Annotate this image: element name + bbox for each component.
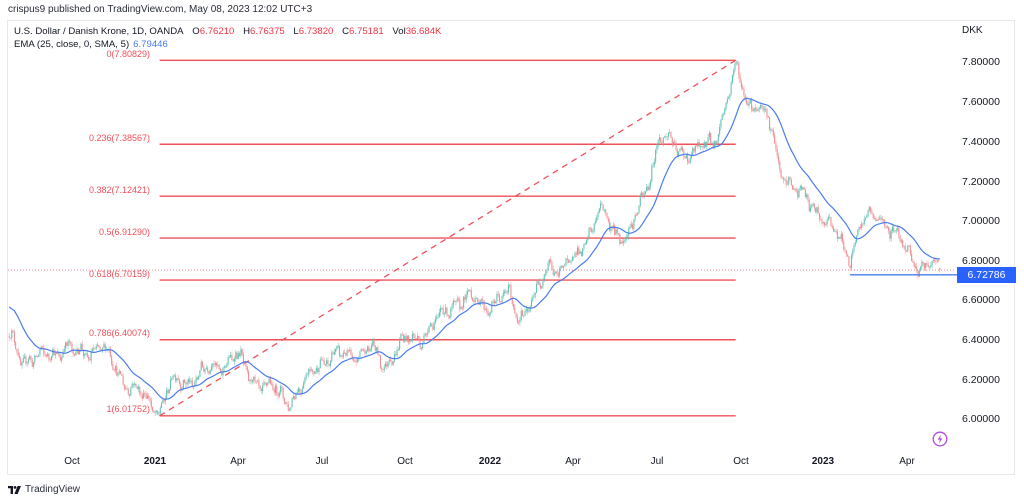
time-tick: Apr — [565, 456, 581, 467]
fib-label-0236: 0.236(7.38567) — [88, 133, 150, 143]
time-tick-year: 2023 — [811, 456, 835, 467]
fib-label-0786: 0.786(6.40074) — [88, 328, 150, 338]
fibonacci-retracement[interactable] — [159, 59, 737, 417]
fib-label-0618: 0.618(6.70159) — [88, 269, 150, 279]
price-tick: 7.80000 — [962, 56, 1000, 68]
tradingview-logo[interactable]: TradingView — [8, 484, 80, 495]
publisher-caption: crispus9 published on TradingView.com, M… — [8, 4, 313, 15]
time-tick: Jul — [315, 456, 329, 467]
high-value: 6.76375 — [250, 26, 285, 37]
time-tick-year: 2022 — [478, 456, 502, 467]
price-tick: 6.60000 — [962, 294, 1000, 306]
time-tick: Oct — [733, 456, 749, 467]
price-tick: 7.40000 — [962, 136, 1000, 148]
time-tick: Apr — [230, 456, 246, 467]
low-label: L — [293, 26, 299, 37]
volume-label: Vol — [392, 26, 406, 37]
price-tick: 6.80000 — [962, 255, 1000, 267]
low-value: 6.73820 — [298, 26, 334, 37]
time-tick: Apr — [899, 456, 915, 467]
currency-label: DKK — [962, 25, 983, 36]
price-tick: 6.40000 — [962, 334, 1000, 346]
close-label: C — [342, 26, 349, 37]
close-value: 6.75181 — [349, 26, 384, 37]
price-tick: 7.00000 — [962, 215, 1000, 227]
ema-line — [8, 97, 940, 400]
fib-label-0: 0(7.80829) — [106, 49, 150, 59]
symbol-name[interactable]: U.S. Dollar / Danish Krone, 1D, OANDA — [14, 26, 184, 37]
ema-label: EMA (25, close, 0, SMA, 5) — [14, 39, 130, 50]
price-tick: 7.60000 — [962, 96, 1000, 108]
fib-label-1: 1(6.01752) — [106, 404, 150, 414]
time-tick: Oct — [397, 456, 413, 467]
fib-label-05: 0.5(6.91290) — [98, 227, 150, 237]
fib-label-0382: 0.382(7.12421) — [88, 185, 150, 195]
price-tick: 7.20000 — [962, 176, 1000, 188]
tradingview-logo-icon — [8, 485, 21, 494]
lightning-icon[interactable] — [932, 431, 948, 447]
volume-value: 36.684K — [405, 26, 442, 37]
open-value: 6.76210 — [199, 26, 235, 37]
open-label: O — [192, 26, 200, 37]
time-tick-year: 2021 — [143, 456, 167, 467]
price-tick: 6.00000 — [962, 413, 1000, 425]
price-tick: 6.20000 — [962, 374, 1000, 386]
last-price-label: 6.72786 — [957, 267, 1016, 283]
chart-frame — [7, 20, 1015, 475]
brand-name: TradingView — [25, 484, 81, 495]
ema-legend[interactable]: EMA (25, close, 0, SMA, 5) 6.79446 — [14, 39, 168, 50]
time-tick: Oct — [64, 456, 80, 467]
symbol-legend: U.S. Dollar / Danish Krone, 1D, OANDA O6… — [14, 26, 447, 37]
high-label: H — [243, 26, 250, 37]
candlestick-series — [8, 60, 941, 416]
ema-value: 6.79446 — [133, 39, 168, 50]
time-tick: Jul — [650, 456, 664, 467]
